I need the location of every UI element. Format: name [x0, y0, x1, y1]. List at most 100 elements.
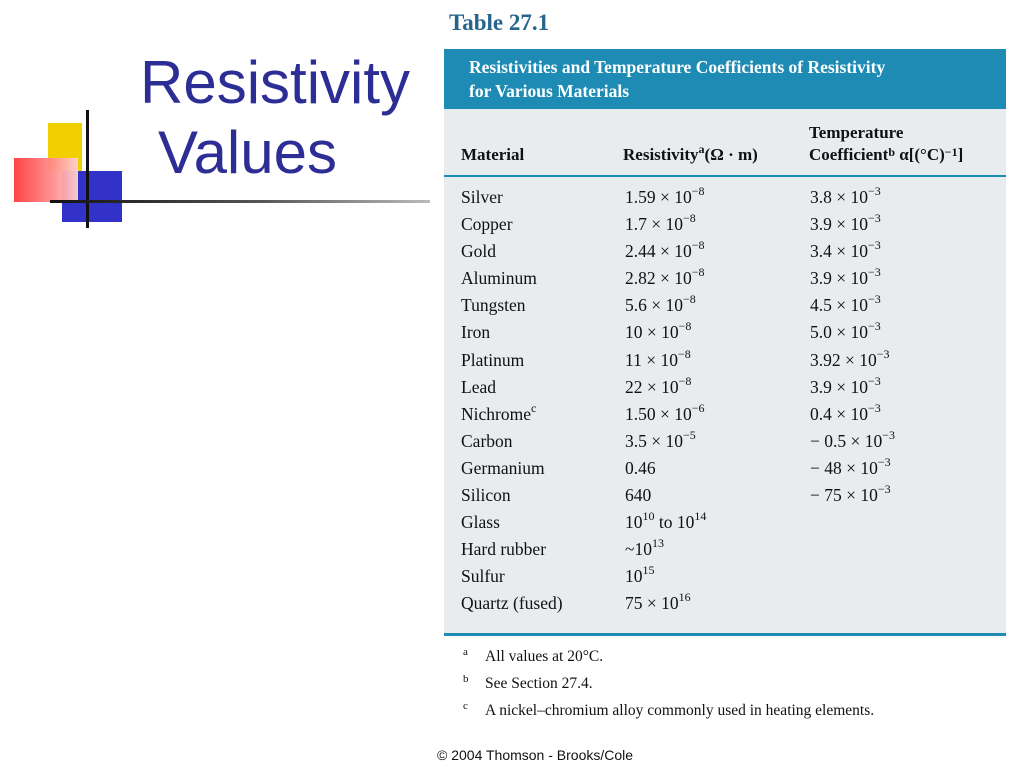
material-name: Silicon	[461, 485, 511, 506]
material-name: Silver	[461, 187, 503, 207]
resistivity-base: 1.50 × 10	[625, 403, 692, 424]
cell-temp-coefficient: − 48 × 10−3	[810, 454, 891, 479]
temp-coefficient-base: 3.9 × 10	[810, 376, 868, 397]
table-row: Lead 22 × 10−8 3.9 × 10−3	[444, 374, 1006, 401]
table-row: Carbon 3.5 × 10−5 − 0.5 × 10−3	[444, 428, 1006, 455]
temp-coefficient-exponent: −3	[868, 319, 881, 334]
resistivity-base: 5.6 × 10	[625, 295, 683, 316]
material-name: Tungsten	[461, 295, 526, 316]
table-row: Quartz (fused) 75 × 1016	[444, 590, 1006, 617]
cell-temp-coefficient: 3.8 × 10−3	[810, 184, 881, 208]
table-row: Silicon 640 − 75 × 10−3	[444, 482, 1006, 509]
material-name: Glass	[461, 512, 500, 533]
cell-material: Sulfur	[461, 566, 505, 587]
cell-material: Carbon	[461, 431, 513, 452]
temp-header-close: ]	[957, 145, 964, 164]
cell-temp-coefficient: 3.4 × 10−3	[810, 238, 881, 262]
footnote-text: See Section 27.4.	[485, 675, 593, 692]
temp-coefficient-exponent: −3	[868, 373, 881, 388]
cell-material: Glass	[461, 512, 500, 533]
resistivity-base: ~10	[625, 539, 652, 560]
slide-logo	[0, 0, 440, 240]
material-name: Carbon	[461, 430, 513, 451]
temp-coefficient-exponent: −3	[877, 482, 891, 497]
resistivity-base: 3.5 × 10	[625, 430, 683, 451]
logo-vertical-line	[86, 110, 89, 228]
temp-coefficient-base: 3.9 × 10	[810, 214, 868, 235]
cell-resistivity: 5.6 × 10−8	[625, 292, 696, 316]
material-name: Iron	[461, 322, 491, 343]
cell-material: Nichromec	[461, 400, 537, 425]
cell-temp-coefficient: − 75 × 10−3	[810, 482, 891, 506]
cell-temp-coefficient: 0.4 × 10−3	[810, 401, 881, 425]
table-caption: Table 27.1	[449, 10, 550, 35]
footnote-text: A nickel–chromium alloy commonly used in…	[485, 702, 875, 719]
resistivity-base: 11 × 10	[625, 349, 678, 370]
temp-coefficient-base: 4.5 × 10	[810, 295, 868, 316]
resistivity-base: 10 × 10	[625, 322, 679, 343]
temp-coefficient-base: 0.4 × 10	[810, 403, 868, 424]
table-row: Iron 10 × 10−8 5.0 × 10−3	[444, 319, 1006, 346]
resistivity-range-mid: to 10	[654, 512, 695, 533]
resistivity-exponent: 13	[651, 536, 664, 551]
resistivity-exponent: 16	[678, 590, 691, 605]
temp-header-symbol: α[(°C)	[895, 145, 945, 164]
footnote-mark: b	[463, 673, 469, 685]
cell-temp-coefficient: 3.9 × 10−3	[810, 265, 881, 289]
material-footnote-mark: c	[530, 400, 537, 415]
cell-resistivity: 10 × 10−8	[625, 319, 692, 343]
cell-resistivity: 1.59 × 10−8	[625, 184, 705, 208]
temp-coefficient-exponent: −3	[882, 427, 896, 442]
column-header-material: Material	[461, 145, 525, 164]
resistivity-exponent: −8	[683, 211, 696, 226]
temp-coefficient-exponent: −3	[877, 454, 891, 469]
temp-coefficient-base: − 75 × 10	[810, 485, 878, 506]
table-row: Copper 1.7 × 10−8 3.9 × 10−3	[444, 211, 1006, 238]
resistivity-exponent-2: 14	[694, 509, 707, 524]
resistivity-exponent: −8	[678, 373, 692, 388]
table-heading: Resistivities and Temperature Coefficien…	[469, 55, 999, 103]
temp-coefficient-exponent: −3	[868, 211, 881, 226]
cell-temp-coefficient: − 0.5 × 10−3	[810, 427, 896, 452]
temp-header-label: Coefficient	[809, 145, 889, 164]
resistivity-header-sup: a	[698, 142, 705, 156]
cell-material: Germanium	[461, 458, 545, 479]
temp-coefficient-base: 3.8 × 10	[810, 187, 868, 207]
table-row: Silver 1.59 × 10−8 3.8 × 10−3	[444, 184, 1006, 211]
table-row: Platinum 11 × 10−8 3.92 × 10−3	[444, 347, 1006, 374]
resistivity-exponent: −8	[683, 292, 696, 307]
resistivity-exponent: −8	[678, 319, 692, 334]
cell-temp-coefficient: 3.92 × 10−3	[810, 346, 890, 371]
slide-title: Resistivity Values	[140, 48, 440, 188]
cell-material: Gold	[461, 241, 496, 262]
cell-resistivity: 2.82 × 10−8	[625, 265, 705, 289]
table-row: Tungsten 5.6 × 10−8 4.5 × 10−3	[444, 292, 1006, 319]
logo-horizontal-line	[50, 200, 430, 203]
material-name: Hard rubber	[461, 539, 547, 560]
footnote-text: All values at 20°C.	[485, 648, 604, 665]
cell-resistivity: 640	[625, 485, 651, 506]
table-row: Aluminum 2.82 × 10−8 3.9 × 10−3	[444, 265, 1006, 292]
resistivity-exponent: −8	[691, 265, 705, 280]
resistivity-base: 2.82 × 10	[625, 268, 692, 289]
material-name: Sulfur	[461, 566, 505, 587]
resistivity-base: 1.7 × 10	[625, 214, 683, 235]
logo-red-square	[14, 158, 78, 202]
cell-resistivity: 1015	[625, 563, 655, 587]
table-row: Nichromec 1.50 × 10−6 0.4 × 10−3	[444, 401, 1006, 428]
temp-header-line1: Temperature	[809, 123, 904, 142]
cell-material: Silver	[461, 187, 503, 208]
temp-header-line2: Coefficientb α[(°C)−1]	[809, 144, 963, 166]
material-name: Platinum	[461, 349, 525, 370]
resistivity-base: 2.44 × 10	[625, 241, 692, 262]
cell-resistivity: 1.50 × 10−6	[625, 401, 705, 425]
material-name: Gold	[461, 241, 496, 262]
resistivity-exponent: −5	[683, 427, 696, 442]
material-name: Germanium	[461, 457, 545, 478]
cell-material: Iron	[461, 322, 490, 343]
temp-coefficient-exponent: −3	[876, 346, 890, 361]
resistivity-exponent: 10	[642, 509, 655, 524]
cell-resistivity: 22 × 10−8	[625, 373, 692, 398]
table-heading-line2: for Various Materials	[469, 81, 630, 101]
cell-material: Lead	[461, 377, 496, 398]
